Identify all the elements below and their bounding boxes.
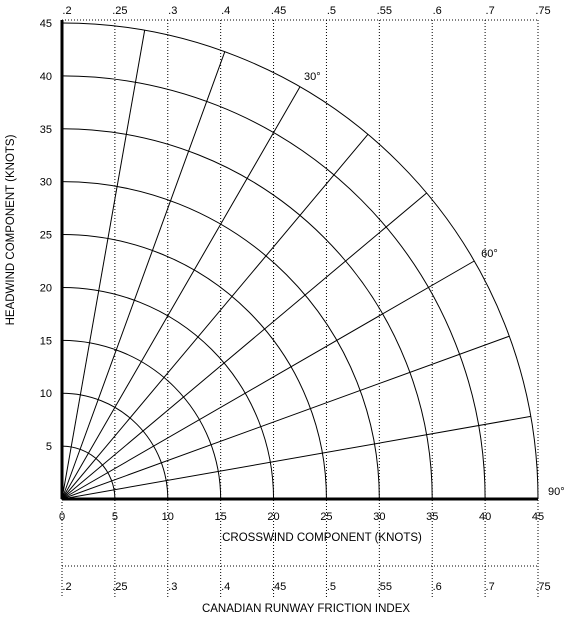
friction-tick-bottom: .2: [62, 581, 71, 593]
friction-tick-bottom: .7: [486, 581, 495, 593]
speed-arcs: [61, 22, 539, 500]
x-tick-labels: 0 5 10 15 20 25 30 35 40 45: [59, 511, 544, 523]
friction-tick-bottom: .5: [327, 581, 336, 593]
friction-tick-bottom: .25: [112, 581, 127, 593]
angle-labels: 30° 60° 90°: [304, 71, 565, 498]
friction-tick-top: .7: [486, 5, 495, 17]
y-tick-label: 5: [46, 441, 52, 453]
x-tick-label: 40: [479, 511, 491, 523]
friction-ticks-bottom: .2 .25 .3 .4 .45 .5 .55 .6 .7 .75: [62, 581, 550, 593]
friction-tick-top: .55: [377, 5, 392, 17]
angle-label-60: 60°: [481, 248, 498, 260]
x-axis-label: CROSSWIND COMPONENT (KNOTS): [222, 532, 422, 544]
friction-tick-top: .4: [221, 5, 230, 17]
angle-ray-20: [61, 51, 226, 500]
y-tick-label: 10: [40, 388, 52, 400]
y-tick-label: 25: [40, 230, 52, 242]
y-tick-label: 15: [40, 335, 52, 347]
friction-tick-top: .45: [271, 5, 286, 17]
angle-ray-50: [61, 192, 427, 500]
y-tick-label: 45: [40, 18, 52, 30]
friction-gridlines: [61, 19, 539, 597]
x-tick-label: 15: [215, 511, 227, 523]
x-tick-label: 10: [162, 511, 174, 523]
friction-tick-top: .25: [112, 5, 127, 17]
friction-ticks-top: .2 .25 .3 .4 .45 .5 .55 .6 .7 .75: [62, 5, 550, 17]
speed-arc-5: [61, 445, 116, 500]
angle-ray-30: [61, 86, 301, 500]
angle-ray-10: [61, 30, 146, 500]
angle-label-90: 90°: [548, 486, 565, 498]
friction-tick-top: .3: [168, 5, 177, 17]
x-tick-label: 30: [373, 511, 385, 523]
x-tick-label: 35: [426, 511, 438, 523]
axes: [60, 20, 538, 501]
friction-tick-bottom: .55: [377, 581, 392, 593]
friction-tick-bottom: .3: [168, 581, 177, 593]
friction-tick-top: .5: [327, 5, 336, 17]
y-axis-label: HEADWIND COMPONENT (KNOTS): [5, 134, 17, 325]
friction-tick-top: .75: [535, 5, 550, 17]
speed-arc-30: [61, 181, 380, 500]
friction-tick-top: .6: [433, 5, 442, 17]
angle-rays: [61, 30, 531, 500]
x-tick-label: 5: [112, 511, 118, 523]
x-tick-label: 20: [267, 511, 279, 523]
speed-arc-20: [61, 286, 275, 500]
y-tick-labels: 5 10 15 20 25 30 35 40 45: [40, 18, 52, 453]
x-tick-label: 0: [59, 511, 65, 523]
speed-arc-10: [61, 392, 169, 500]
friction-tick-bottom: .75: [535, 581, 550, 593]
speed-arc-35: [61, 128, 433, 500]
speed-arc-25: [61, 234, 327, 500]
speed-arc-15: [61, 339, 222, 500]
y-tick-label: 40: [40, 71, 52, 83]
friction-tick-top: .2: [62, 5, 71, 17]
angle-ray-70: [61, 335, 510, 500]
y-tick-label: 30: [40, 177, 52, 189]
speed-arc-40: [61, 75, 486, 500]
angle-ray-80: [61, 415, 531, 500]
friction-index-label: CANADIAN RUNWAY FRICTION INDEX: [202, 603, 410, 615]
angle-label-30: 30°: [304, 71, 321, 83]
angle-ray-40: [61, 134, 369, 500]
angle-ray-60: [61, 260, 475, 500]
y-tick-label: 20: [40, 282, 52, 294]
speed-arc-45: [61, 22, 539, 500]
friction-tick-bottom: .45: [271, 581, 286, 593]
friction-tick-bottom: .6: [433, 581, 442, 593]
y-tick-label: 35: [40, 124, 52, 136]
friction-tick-bottom: .4: [221, 581, 230, 593]
x-tick-label: 25: [320, 511, 332, 523]
x-tick-label: 45: [532, 511, 544, 523]
